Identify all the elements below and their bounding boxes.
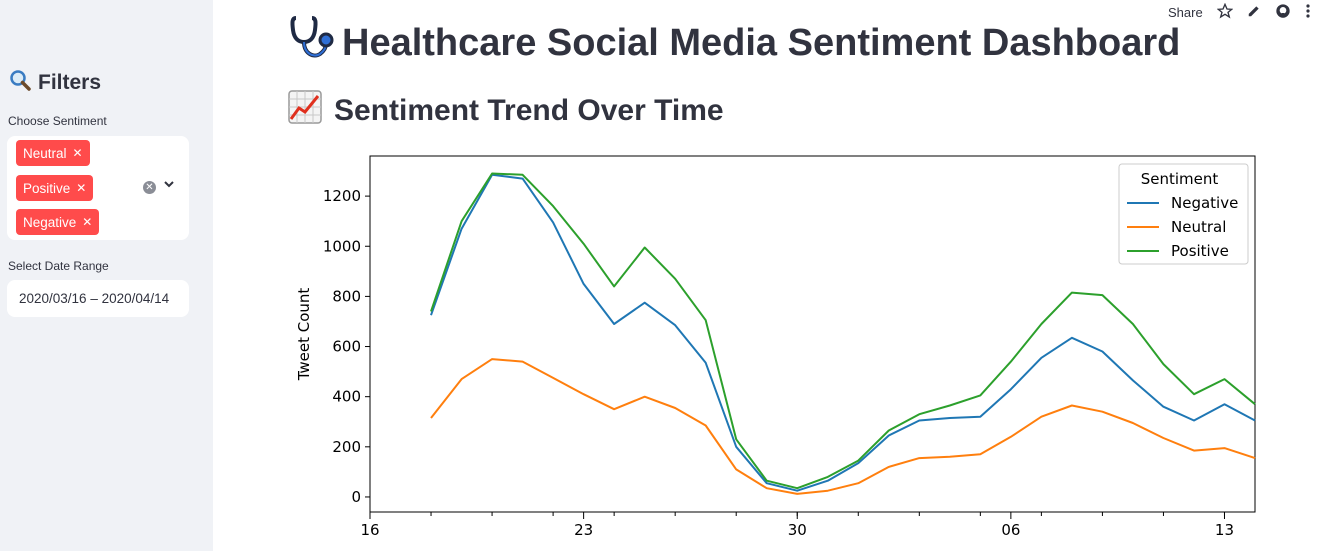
x-tick-label: 23 bbox=[574, 521, 593, 539]
remove-tag-icon[interactable]: ✕ bbox=[72, 146, 83, 160]
stethoscope-icon bbox=[288, 14, 336, 72]
x-tick-label: 06 bbox=[1001, 521, 1020, 539]
share-button[interactable]: Share bbox=[1168, 5, 1203, 20]
chevron-down-icon[interactable] bbox=[163, 178, 175, 193]
date-range-input[interactable]: 2020/03/16 – 2020/04/14 bbox=[7, 280, 189, 317]
series-line-positive bbox=[430, 172, 1256, 490]
sidebar: Filters Choose Sentiment Neutral ✕ Positi… bbox=[0, 0, 213, 551]
x-tick-label: 30 bbox=[788, 521, 807, 539]
y-tick-label: 1000 bbox=[323, 237, 361, 255]
date-range-label: Select Date Range bbox=[8, 259, 109, 273]
remove-tag-icon[interactable]: ✕ bbox=[82, 215, 93, 229]
y-tick-label: 0 bbox=[351, 488, 361, 506]
y-axis-label: Tweet Count bbox=[295, 288, 313, 382]
star-icon[interactable] bbox=[1216, 2, 1234, 22]
remove-tag-icon[interactable]: ✕ bbox=[76, 181, 87, 195]
sentiment-trend-chart: 0 200 400 600 800 1000 1200 16 23 30 06 13 Tweet Cou… bbox=[285, 148, 1265, 553]
sentiment-multiselect[interactable]: Neutral ✕ Positive ✕ Negative ✕ ✕ bbox=[7, 136, 189, 240]
plot-frame bbox=[369, 155, 1256, 513]
chart-svg: 0 200 400 600 800 1000 1200 16 23 30 06 13 Tweet Cou… bbox=[295, 155, 1256, 539]
filters-title: Filters bbox=[38, 71, 102, 94]
section-title: Sentiment Trend Over Time bbox=[334, 94, 724, 127]
series-line-neutral bbox=[430, 358, 1256, 495]
github-icon[interactable] bbox=[1275, 3, 1291, 22]
toolbar: Share bbox=[1168, 2, 1311, 22]
x-tick-label: 16 bbox=[360, 521, 379, 539]
legend-label: Positive bbox=[1171, 242, 1229, 260]
edit-icon[interactable] bbox=[1247, 4, 1261, 21]
tag-neutral[interactable]: Neutral ✕ bbox=[16, 140, 90, 166]
magnifier-icon bbox=[8, 68, 32, 98]
tag-label: Negative bbox=[23, 214, 77, 230]
y-tick-label: 800 bbox=[332, 287, 361, 305]
x-tick-label: 13 bbox=[1215, 521, 1234, 539]
legend-box bbox=[1118, 163, 1249, 265]
tag-label: Positive bbox=[23, 180, 71, 196]
tag-label: Neutral bbox=[23, 145, 67, 161]
more-menu-icon[interactable] bbox=[1305, 3, 1311, 22]
legend-label: Negative bbox=[1171, 194, 1238, 212]
chart-increasing-icon bbox=[288, 90, 322, 132]
page-title: Healthcare Social Media Sentiment Dashbo… bbox=[342, 21, 1181, 64]
y-tick-label: 600 bbox=[332, 338, 361, 356]
legend-label: Neutral bbox=[1171, 218, 1226, 236]
series-line-negative bbox=[430, 173, 1256, 492]
clear-all-icon[interactable]: ✕ bbox=[143, 181, 156, 194]
sentiment-label: Choose Sentiment bbox=[8, 114, 107, 128]
y-tick-label: 1200 bbox=[323, 187, 361, 205]
y-tick-label: 400 bbox=[332, 388, 361, 406]
tag-positive[interactable]: Positive ✕ bbox=[16, 175, 94, 201]
legend-title: Sentiment bbox=[1141, 170, 1219, 188]
page-title-row: Healthcare Social Media Sentiment Dashbo… bbox=[288, 14, 1180, 72]
filters-heading: Filters bbox=[8, 68, 101, 98]
y-tick-label: 200 bbox=[332, 438, 361, 456]
tag-negative[interactable]: Negative ✕ bbox=[16, 209, 100, 235]
section-title-row: Sentiment Trend Over Time bbox=[288, 90, 724, 132]
